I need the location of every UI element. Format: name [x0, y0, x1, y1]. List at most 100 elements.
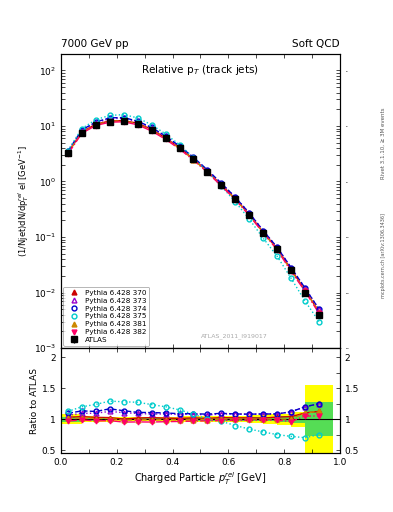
- Pythia 6.428 375: [177, 142, 182, 148]
- Pythia 6.428 382: [149, 128, 154, 134]
- Pythia 6.428 375: [107, 112, 112, 118]
- Pythia 6.428 374: [79, 127, 84, 133]
- Pythia 6.428 375: [219, 183, 224, 189]
- Pythia 6.428 370: [149, 126, 154, 133]
- Pythia 6.428 370: [303, 287, 307, 293]
- Text: mcplots.cern.ch [arXiv:1306.3436]: mcplots.cern.ch [arXiv:1306.3436]: [381, 214, 386, 298]
- Pythia 6.428 374: [317, 306, 321, 312]
- Pythia 6.428 370: [317, 309, 321, 315]
- Pythia 6.428 370: [289, 266, 294, 272]
- Pythia 6.428 382: [163, 136, 168, 142]
- Pythia 6.428 381: [317, 309, 321, 315]
- Pythia 6.428 381: [177, 145, 182, 152]
- Pythia 6.428 381: [121, 118, 126, 124]
- Pythia 6.428 374: [247, 210, 252, 216]
- Line: Pythia 6.428 373: Pythia 6.428 373: [66, 116, 321, 312]
- Pythia 6.428 382: [289, 268, 294, 274]
- Text: Soft QCD: Soft QCD: [292, 38, 340, 49]
- Pythia 6.428 381: [79, 130, 84, 136]
- Pythia 6.428 370: [233, 196, 238, 202]
- Pythia 6.428 382: [233, 197, 238, 203]
- Pythia 6.428 370: [94, 121, 98, 127]
- Pythia 6.428 382: [261, 230, 266, 236]
- Pythia 6.428 382: [303, 288, 307, 294]
- Pythia 6.428 373: [121, 115, 126, 121]
- Pythia 6.428 373: [275, 244, 279, 250]
- Pythia 6.428 382: [135, 122, 140, 128]
- Text: Rivet 3.1.10, ≥ 3M events: Rivet 3.1.10, ≥ 3M events: [381, 108, 386, 179]
- Pythia 6.428 374: [163, 133, 168, 139]
- Pythia 6.428 381: [66, 150, 70, 156]
- Pythia 6.428 375: [135, 115, 140, 121]
- Pythia 6.428 381: [233, 196, 238, 202]
- Pythia 6.428 381: [303, 287, 307, 293]
- Line: Pythia 6.428 375: Pythia 6.428 375: [66, 112, 321, 324]
- Pythia 6.428 374: [303, 285, 307, 291]
- Pythia 6.428 382: [191, 157, 196, 163]
- Pythia 6.428 370: [121, 118, 126, 124]
- Pythia 6.428 381: [94, 121, 98, 127]
- Pythia 6.428 381: [107, 118, 112, 124]
- Pythia 6.428 373: [261, 228, 266, 234]
- Pythia 6.428 374: [289, 265, 294, 271]
- Pythia 6.428 375: [233, 199, 238, 205]
- Text: 7000 GeV pp: 7000 GeV pp: [61, 38, 129, 49]
- Pythia 6.428 381: [149, 127, 154, 133]
- Pythia 6.428 370: [275, 245, 279, 251]
- Line: Pythia 6.428 382: Pythia 6.428 382: [66, 119, 321, 316]
- Pythia 6.428 375: [79, 125, 84, 132]
- Pythia 6.428 373: [66, 149, 70, 155]
- Pythia 6.428 370: [135, 120, 140, 126]
- Line: Pythia 6.428 374: Pythia 6.428 374: [66, 115, 321, 312]
- Pythia 6.428 374: [149, 124, 154, 131]
- Pythia 6.428 381: [219, 182, 224, 188]
- Pythia 6.428 375: [303, 298, 307, 304]
- Pythia 6.428 374: [135, 118, 140, 124]
- Pythia 6.428 375: [149, 122, 154, 128]
- Pythia 6.428 375: [289, 275, 294, 282]
- Line: Pythia 6.428 370: Pythia 6.428 370: [66, 118, 321, 314]
- Pythia 6.428 382: [121, 119, 126, 125]
- Pythia 6.428 381: [289, 267, 294, 273]
- Text: ATLAS_2011_I919017: ATLAS_2011_I919017: [200, 333, 267, 339]
- Pythia 6.428 375: [247, 216, 252, 222]
- Line: Pythia 6.428 381: Pythia 6.428 381: [66, 119, 321, 314]
- Pythia 6.428 373: [191, 155, 196, 161]
- Pythia 6.428 374: [275, 244, 279, 250]
- Pythia 6.428 370: [79, 129, 84, 135]
- Pythia 6.428 375: [94, 117, 98, 123]
- Pythia 6.428 373: [177, 143, 182, 150]
- Pythia 6.428 373: [219, 180, 224, 186]
- Pythia 6.428 374: [233, 194, 238, 200]
- Pythia 6.428 382: [177, 146, 182, 152]
- Pythia 6.428 370: [177, 145, 182, 151]
- Pythia 6.428 382: [94, 122, 98, 129]
- Pythia 6.428 370: [163, 135, 168, 141]
- Pythia 6.428 374: [94, 119, 98, 125]
- Pythia 6.428 382: [107, 119, 112, 125]
- Y-axis label: Ratio to ATLAS: Ratio to ATLAS: [30, 368, 39, 434]
- Pythia 6.428 373: [289, 265, 294, 271]
- Pythia 6.428 374: [121, 115, 126, 121]
- Pythia 6.428 381: [163, 136, 168, 142]
- Pythia 6.428 381: [191, 157, 196, 163]
- Pythia 6.428 374: [66, 148, 70, 154]
- Pythia 6.428 382: [219, 183, 224, 189]
- Pythia 6.428 381: [205, 169, 210, 175]
- Pythia 6.428 373: [247, 210, 252, 216]
- Pythia 6.428 374: [191, 154, 196, 160]
- Pythia 6.428 382: [66, 151, 70, 157]
- Pythia 6.428 373: [94, 119, 98, 125]
- Text: Relative p$_T$ (track jets): Relative p$_T$ (track jets): [141, 62, 259, 77]
- Pythia 6.428 374: [219, 180, 224, 186]
- Legend: Pythia 6.428 370, Pythia 6.428 373, Pythia 6.428 374, Pythia 6.428 375, Pythia 6: Pythia 6.428 370, Pythia 6.428 373, Pyth…: [63, 287, 149, 346]
- Pythia 6.428 382: [317, 310, 321, 316]
- Pythia 6.428 373: [233, 194, 238, 200]
- Pythia 6.428 370: [247, 211, 252, 218]
- Pythia 6.428 374: [261, 228, 266, 234]
- Pythia 6.428 370: [66, 150, 70, 156]
- Y-axis label: (1/Njet)dN/dp$_T^{rel}$ el [GeV$^{-1}$]: (1/Njet)dN/dp$_T^{rel}$ el [GeV$^{-1}$]: [16, 145, 31, 257]
- Pythia 6.428 382: [79, 130, 84, 136]
- Pythia 6.428 381: [261, 229, 266, 236]
- Pythia 6.428 374: [177, 143, 182, 149]
